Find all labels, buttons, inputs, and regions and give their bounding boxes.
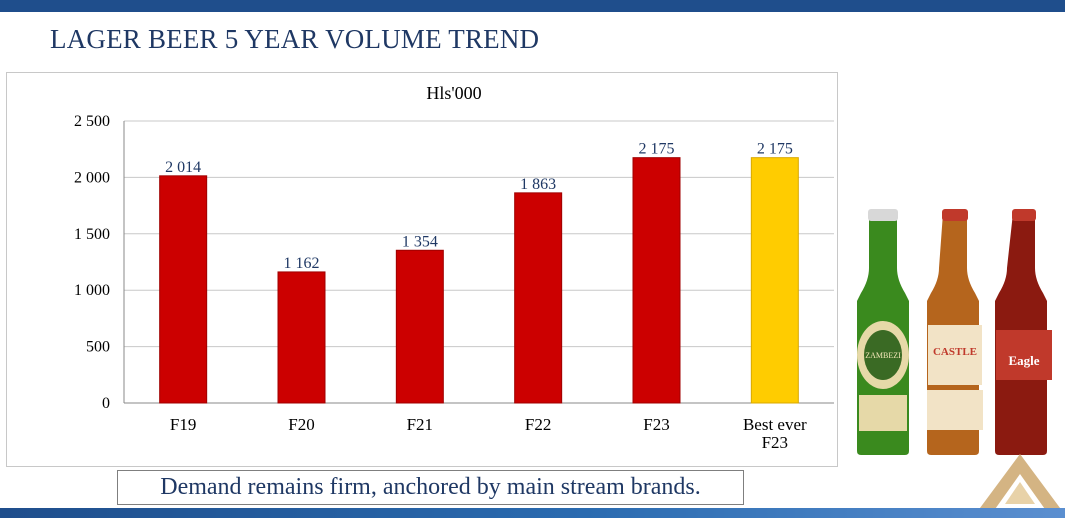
x-tick-label: F22: [525, 415, 551, 434]
x-tick-label: F23: [762, 433, 788, 452]
bar: [277, 271, 326, 404]
bar: [395, 249, 444, 404]
x-tick-label: F19: [170, 415, 196, 434]
bar: [750, 157, 799, 404]
y-tick-label: 2 000: [74, 169, 110, 186]
data-label: 2 175: [639, 141, 675, 158]
bar-chart: Hls'000 0 500 1 000 1 500 2 000 2 500 2 014 F19 1…: [74, 83, 834, 452]
y-tick-label: 0: [102, 395, 110, 412]
footer-bar: [0, 508, 1065, 518]
x-tick-label: F21: [407, 415, 433, 434]
castle-bottle: CASTLE: [927, 209, 983, 455]
data-label: 2 014: [165, 159, 201, 176]
y-tick-label: 1 000: [74, 282, 110, 299]
x-tick-label: F23: [643, 415, 669, 434]
x-tick-label: F20: [288, 415, 314, 434]
eagle-label: Eagle: [1008, 353, 1039, 368]
x-tick-label: Best ever: [743, 415, 807, 434]
company-logo-icon: [977, 454, 1063, 512]
bar: [514, 192, 563, 404]
chart-title: Hls'000: [426, 83, 481, 103]
eagle-bottle: Eagle: [995, 209, 1052, 455]
header-bar: [0, 0, 1065, 12]
data-label: 1 863: [520, 176, 556, 193]
chart-frame: Hls'000 0 500 1 000 1 500 2 000 2 500 2 014 F19 1…: [6, 72, 838, 467]
zambezi-label: ZAMBEZI: [865, 351, 901, 360]
beer-bottles-image: ZAMBEZI CASTLE Eagle: [857, 209, 1052, 455]
footer-message: Demand remains firm, anchored by main st…: [117, 470, 744, 505]
castle-label: CASTLE: [933, 346, 977, 358]
slide-title: LAGER BEER 5 YEAR VOLUME TREND: [50, 24, 540, 54]
y-tick-label: 1 500: [74, 226, 110, 243]
y-tick-label: 500: [86, 339, 110, 356]
data-label: 1 162: [284, 255, 320, 272]
y-tick-label: 2 500: [74, 113, 110, 130]
data-label: 2 175: [757, 141, 793, 158]
bar: [159, 175, 208, 404]
data-label: 1 354: [402, 233, 438, 250]
bar: [632, 157, 681, 404]
zambezi-bottle: ZAMBEZI: [857, 209, 909, 455]
